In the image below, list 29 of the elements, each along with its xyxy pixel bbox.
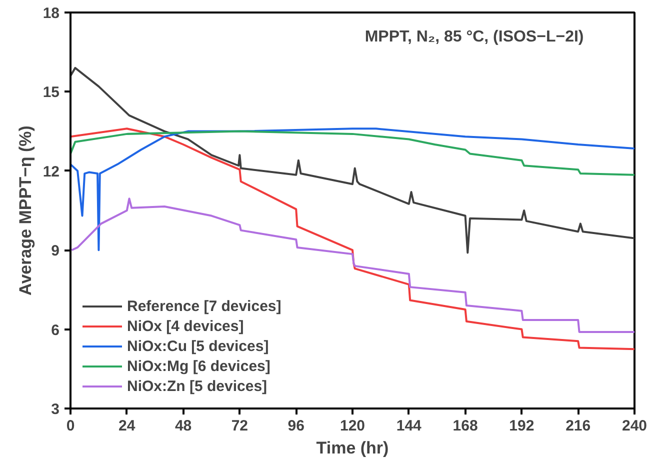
y-tick-label: 12 [42, 163, 60, 180]
legend-label: NiOx:Zn [5 devices] [127, 378, 268, 394]
x-tick-label: 0 [66, 418, 75, 434]
x-tick-label: 192 [509, 418, 534, 434]
x-tick-label: 120 [340, 418, 366, 434]
y-tick-label: 9 [51, 242, 60, 260]
x-tick-label: 72 [231, 418, 248, 434]
x-tick-label: 144 [396, 418, 422, 434]
legend-label: NiOx:Cu [5 devices] [127, 338, 269, 354]
y-axis-title: Average MPPT−η (%) [16, 126, 35, 296]
y-tick-label: 6 [51, 322, 60, 339]
x-tick-label: 96 [288, 418, 304, 434]
legend-label: NiOx [4 devices] [127, 318, 244, 334]
legend-label: NiOx:Mg [6 devices] [127, 358, 270, 374]
text: MPPT, N₂, 85 °C, (ISOS−L−2I) [364, 28, 584, 46]
line-series [70, 198, 634, 333]
x-tick-label: 216 [566, 418, 591, 434]
line-series [70, 66, 634, 254]
y-tick-label: 3 [51, 401, 60, 418]
y-tick-label: 15 [42, 84, 60, 102]
y-tick-label: 18 [42, 5, 60, 22]
x-tick-label: 24 [118, 418, 136, 434]
legend-label: Reference [7 devices] [127, 298, 282, 314]
x-axis-title: Time (hr) [316, 438, 389, 458]
x-tick-label: 240 [622, 418, 648, 434]
line-series [70, 128, 634, 252]
x-tick-label: 48 [174, 418, 192, 434]
line-series [70, 130, 634, 176]
x-tick-label: 168 [452, 418, 478, 434]
